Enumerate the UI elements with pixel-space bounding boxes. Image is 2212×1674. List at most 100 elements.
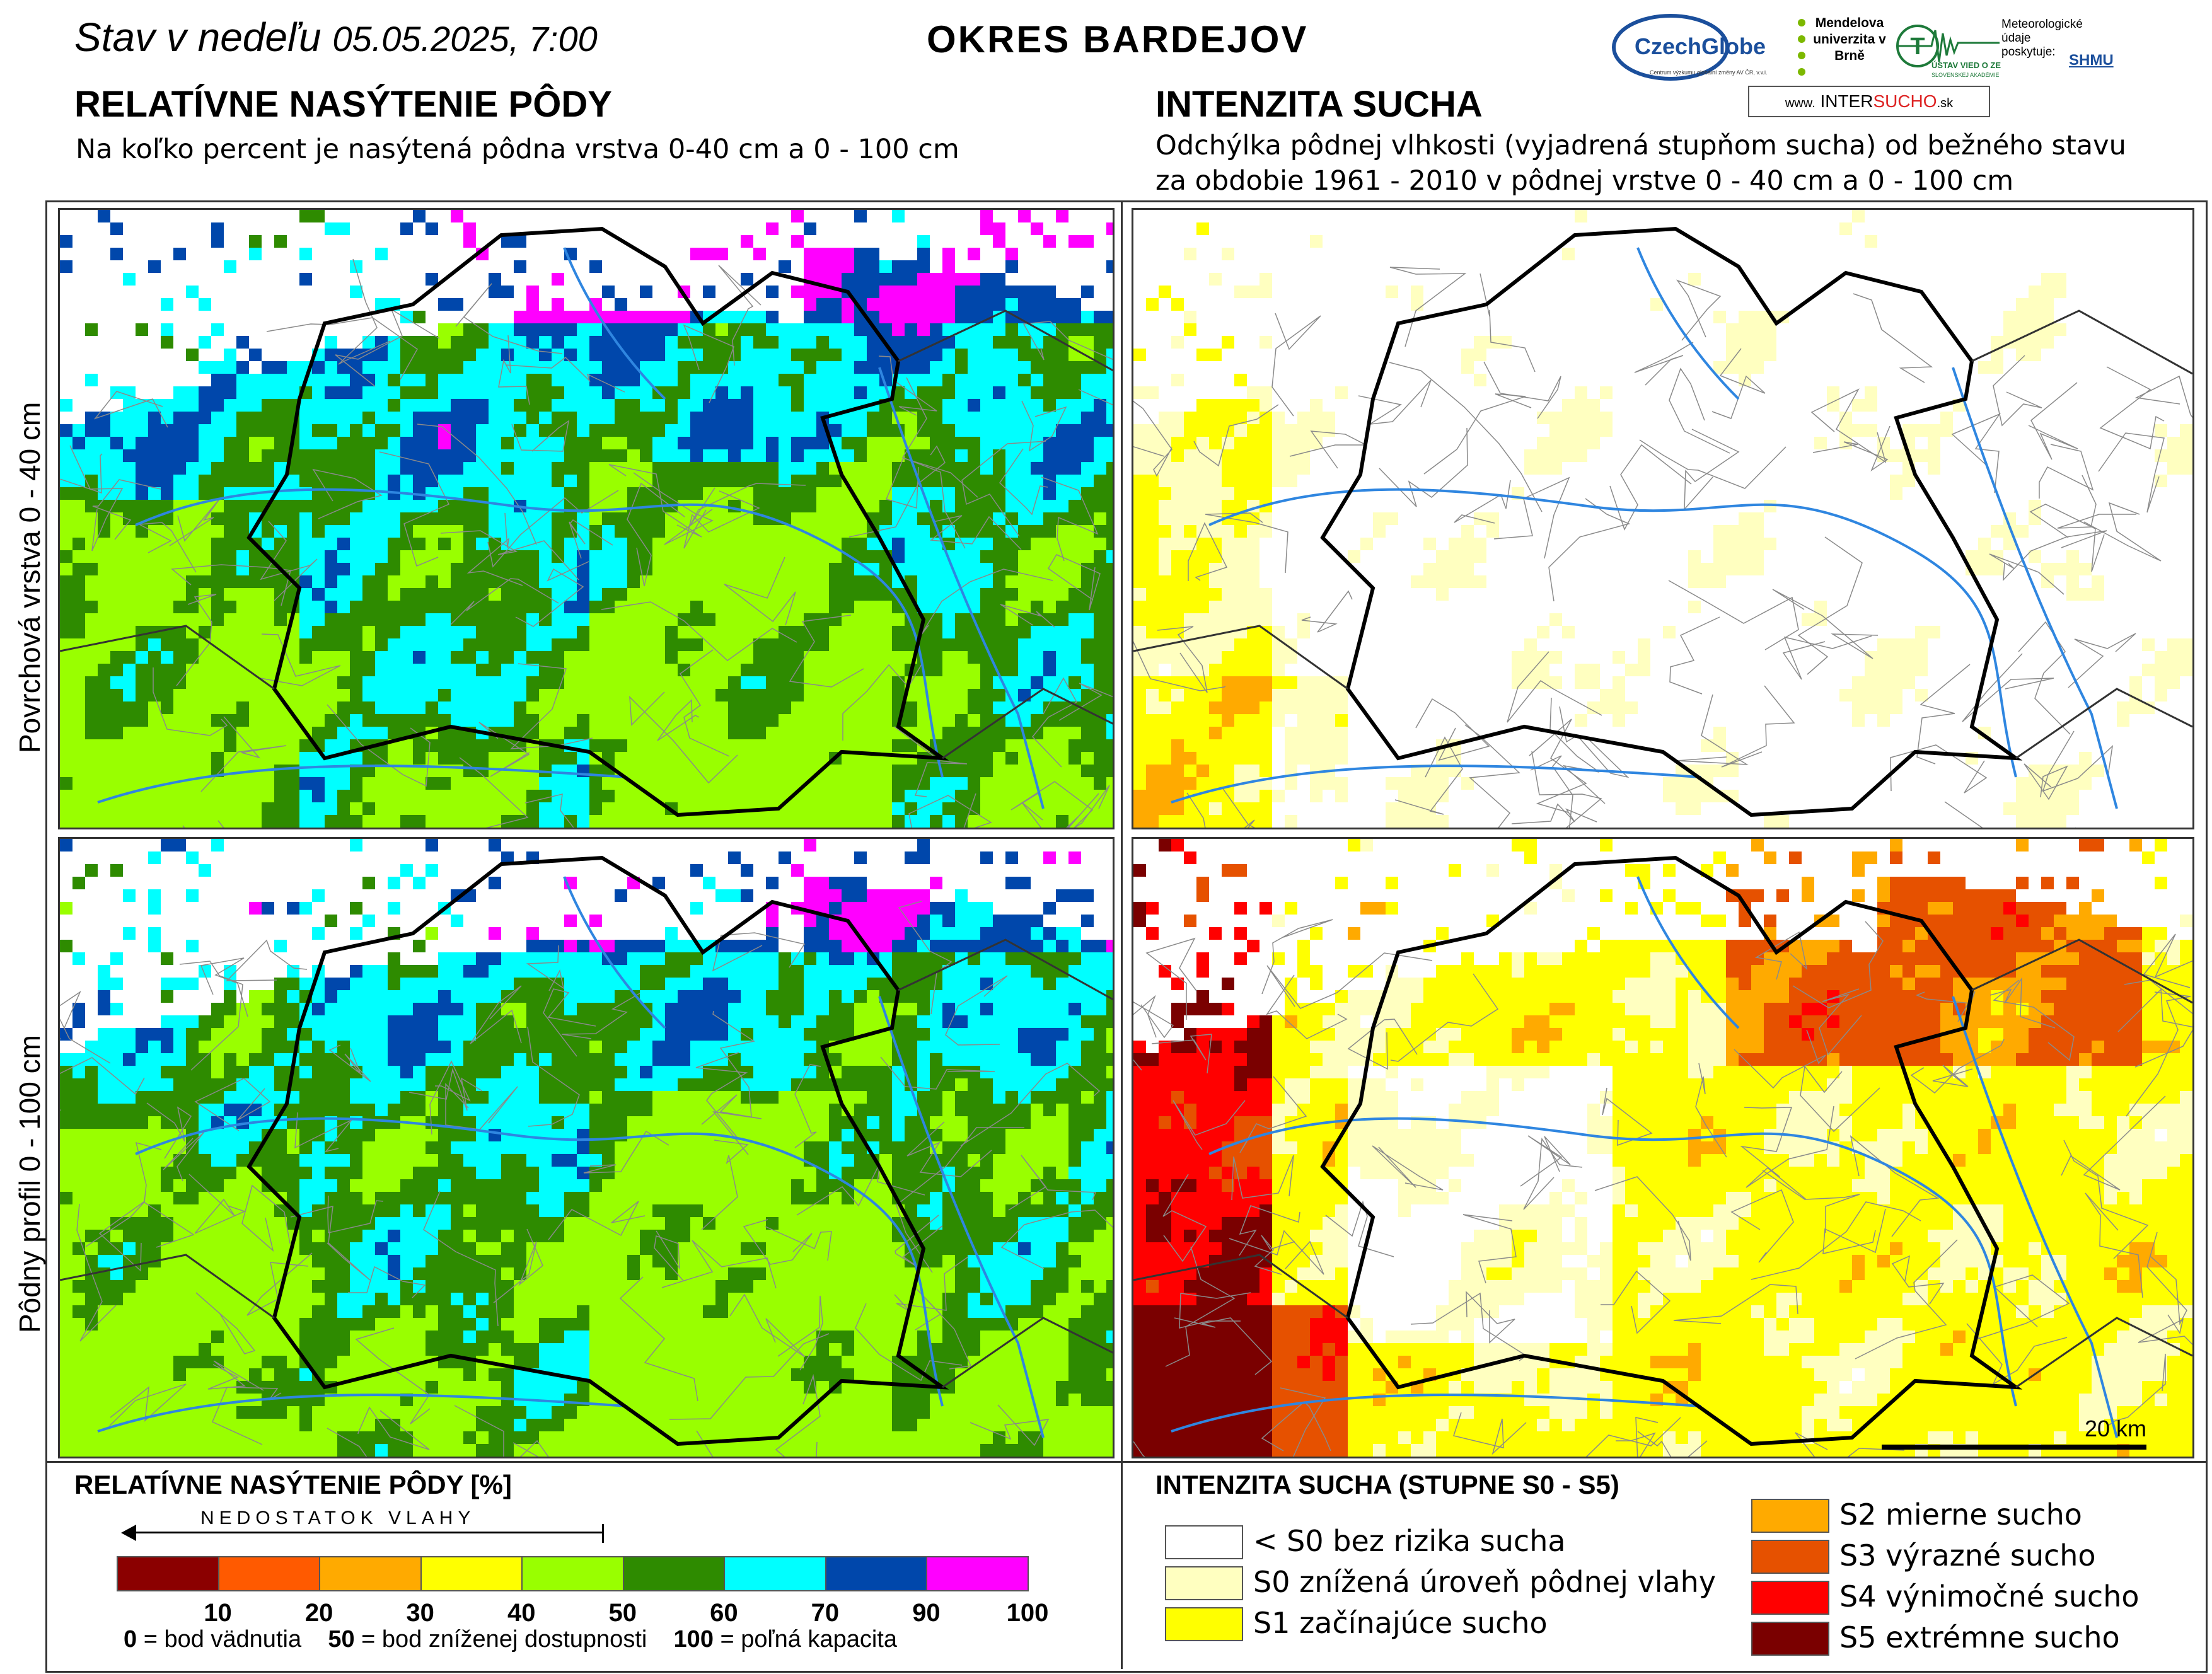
raster-cell <box>703 286 715 298</box>
raster-cell <box>350 965 362 978</box>
raster-cell <box>867 902 879 915</box>
raster-cell <box>1005 664 1018 676</box>
raster-cell <box>72 424 85 437</box>
intersucho-logo[interactable]: www. INTERSUCHO.sk <box>1748 86 1990 117</box>
raster-cell <box>955 449 968 462</box>
municipality-boundary <box>1415 698 1490 761</box>
raster-cell <box>249 902 262 915</box>
raster-cell <box>148 449 161 462</box>
raster-cell <box>514 260 526 273</box>
raster-cell <box>312 889 325 902</box>
raster-cell <box>741 550 753 563</box>
raster-cell <box>325 664 337 676</box>
raster-cell <box>816 500 829 512</box>
raster-cell <box>489 575 501 588</box>
raster-cell <box>2029 298 2041 311</box>
raster-cell <box>816 915 829 927</box>
raster-cell <box>451 399 463 412</box>
raster-cell <box>640 563 652 575</box>
raster-cell <box>161 475 173 487</box>
raster-cell <box>652 550 665 563</box>
raster-cell <box>2117 701 2129 714</box>
raster-cell <box>1094 777 1106 790</box>
raster-cell <box>350 651 362 664</box>
raster-cell <box>123 626 136 638</box>
raster-cell <box>753 965 766 978</box>
municipality-boundary <box>629 691 738 784</box>
municipality-boundary <box>153 667 228 736</box>
raster-cell <box>400 802 413 815</box>
raster-cell <box>123 777 136 790</box>
raster-cell <box>577 965 589 978</box>
raster-cell <box>652 374 665 386</box>
raster-cell <box>564 701 577 714</box>
municipality-boundary <box>724 557 796 626</box>
raster-cell <box>602 790 615 802</box>
raster-cell <box>426 512 438 525</box>
raster-cell <box>1196 449 1209 462</box>
raster-cell <box>489 399 501 412</box>
raster-cell <box>60 689 72 701</box>
raster-cell <box>60 449 72 462</box>
raster-cell <box>968 701 980 714</box>
raster-cell <box>1184 739 1196 752</box>
raster-cell <box>451 601 463 613</box>
raster-cell <box>224 613 236 626</box>
raster-cell <box>463 701 476 714</box>
raster-cell <box>1081 538 1094 550</box>
raster-cell <box>980 323 993 336</box>
raster-cell <box>413 638 426 651</box>
raster-cell <box>930 412 942 424</box>
municipality-boundary <box>1531 751 1602 828</box>
raster-cell <box>1106 739 1113 752</box>
raster-cell <box>1890 487 1902 500</box>
raster-cell <box>703 990 715 1003</box>
raster-cell <box>854 613 867 626</box>
raster-cell <box>1234 525 1247 538</box>
raster-cell <box>917 765 930 777</box>
raster-cell <box>1005 978 1018 990</box>
raster-cell <box>905 714 917 727</box>
raster-cell <box>123 487 136 500</box>
mendel-logo: Mendelova univerzita v Brně <box>1795 15 1890 84</box>
raster-cell <box>211 361 224 374</box>
raster-cell <box>249 613 262 626</box>
raster-cell <box>829 689 842 701</box>
raster-cell <box>842 714 854 727</box>
raster-cell <box>917 952 930 965</box>
raster-cell <box>400 638 413 651</box>
raster-cell <box>312 475 325 487</box>
raster-cell <box>678 965 690 978</box>
raster-cell <box>388 512 400 525</box>
raster-cell <box>1209 449 1222 462</box>
raster-cell <box>829 613 842 626</box>
raster-cell <box>274 752 287 765</box>
raster-cell <box>1663 777 1676 790</box>
raster-cell <box>753 449 766 462</box>
raster-cell <box>110 462 123 475</box>
raster-cell <box>501 412 514 424</box>
raster-cell <box>968 739 980 752</box>
raster-cell <box>1146 575 1159 588</box>
raster-cell <box>186 412 199 424</box>
raster-cell <box>829 940 842 952</box>
raster-cell <box>337 374 350 386</box>
raster-cell <box>224 424 236 437</box>
raster-cell <box>993 323 1005 336</box>
raster-cell <box>955 475 968 487</box>
raster-cell <box>98 765 110 777</box>
raster-cell <box>224 349 236 361</box>
raster-cell <box>388 588 400 601</box>
raster-cell <box>362 727 375 739</box>
raster-cell <box>526 336 539 349</box>
raster-cell <box>715 952 728 965</box>
raster-cell <box>930 386 942 399</box>
raster-cell <box>438 689 451 701</box>
raster-cell <box>968 676 980 689</box>
raster-cell <box>489 437 501 449</box>
municipality-boundary <box>459 757 529 828</box>
raster-cell <box>703 361 715 374</box>
raster-cell <box>1031 374 1043 386</box>
raster-cell <box>85 765 98 777</box>
raster-cell <box>1081 638 1094 651</box>
